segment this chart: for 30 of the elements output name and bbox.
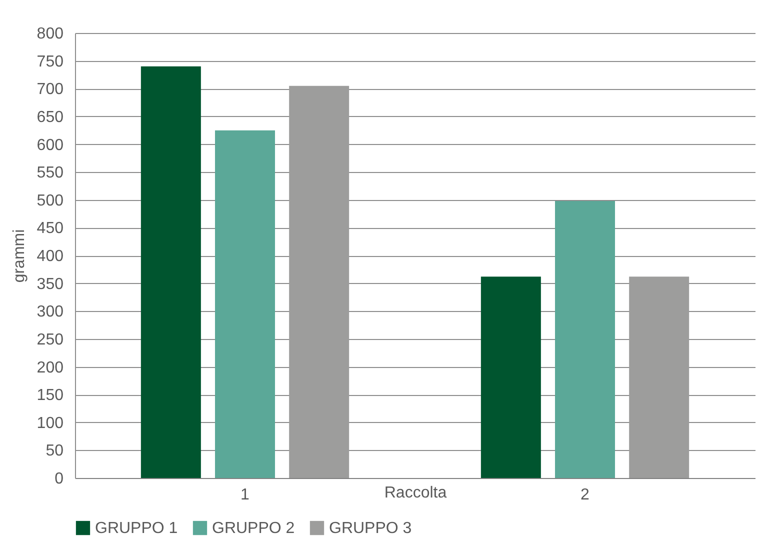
- bar: [480, 276, 541, 478]
- bar: [555, 200, 615, 478]
- legend-label: GRUPPO 2: [212, 520, 295, 536]
- legend-label: GRUPPO 3: [329, 520, 412, 536]
- y-tick-label: 50: [46, 442, 64, 460]
- y-tick-label: 400: [36, 248, 64, 265]
- y-tick-label: 450: [36, 220, 64, 238]
- y-tick-label: 700: [36, 81, 64, 98]
- bar: [289, 86, 350, 478]
- bar: [140, 66, 201, 478]
- y-tick-label: 250: [36, 331, 64, 348]
- y-tick-label: 150: [36, 387, 64, 404]
- y-tick-label: 750: [36, 53, 64, 70]
- y-tick-label: 200: [36, 359, 64, 376]
- y-tick-label: 100: [36, 414, 64, 432]
- y-tick-label: 650: [36, 108, 64, 126]
- y-tick-label: 500: [36, 192, 64, 210]
- bar: [215, 130, 275, 478]
- y-tick-label: 800: [36, 26, 64, 42]
- y-tick-label: 0: [54, 470, 64, 488]
- x-tick-label: 2: [580, 486, 590, 504]
- legend-label: GRUPPO 1: [95, 520, 178, 536]
- x-tick-label: 1: [240, 486, 250, 504]
- y-tick-label: 350: [36, 276, 64, 293]
- bar: [629, 276, 690, 478]
- y-tick-label: 550: [36, 164, 64, 182]
- y-tick-label: 600: [36, 136, 64, 154]
- x-axis-title: Raccolta: [384, 484, 447, 502]
- y-tick-label: 300: [36, 304, 64, 321]
- y-axis-title: grammi: [10, 229, 28, 283]
